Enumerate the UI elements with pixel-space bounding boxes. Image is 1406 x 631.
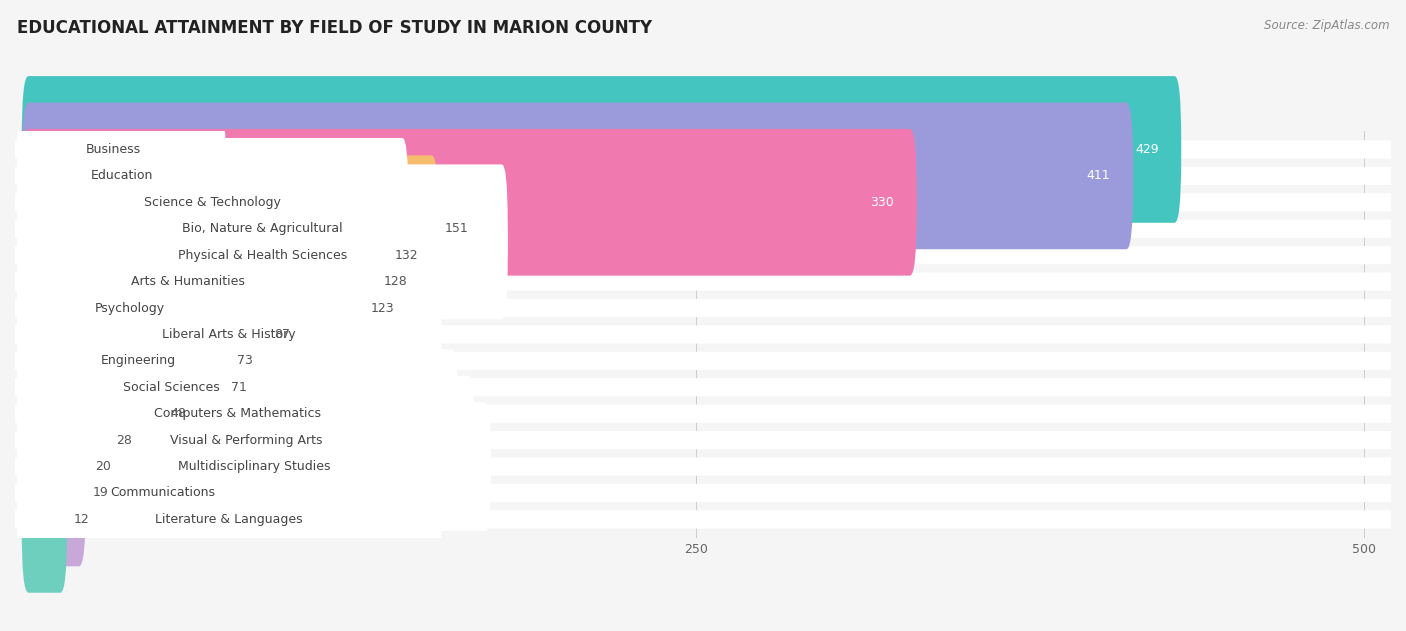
FancyBboxPatch shape bbox=[15, 167, 1391, 185]
FancyBboxPatch shape bbox=[21, 155, 439, 302]
FancyBboxPatch shape bbox=[21, 288, 231, 434]
Text: Visual & Performing Arts: Visual & Performing Arts bbox=[170, 433, 322, 447]
FancyBboxPatch shape bbox=[21, 261, 267, 408]
FancyBboxPatch shape bbox=[21, 129, 917, 276]
FancyBboxPatch shape bbox=[17, 85, 209, 214]
FancyBboxPatch shape bbox=[15, 404, 1391, 423]
FancyBboxPatch shape bbox=[21, 446, 67, 593]
FancyBboxPatch shape bbox=[17, 402, 491, 531]
FancyBboxPatch shape bbox=[17, 323, 325, 452]
FancyBboxPatch shape bbox=[21, 182, 388, 329]
FancyBboxPatch shape bbox=[15, 510, 1391, 529]
Text: Multidisciplinary Studies: Multidisciplinary Studies bbox=[179, 460, 330, 473]
Text: Communications: Communications bbox=[111, 487, 215, 500]
FancyBboxPatch shape bbox=[21, 314, 225, 461]
Text: Bio, Nature & Agricultural: Bio, Nature & Agricultural bbox=[183, 222, 343, 235]
Text: 87: 87 bbox=[274, 328, 290, 341]
Text: Arts & Humanities: Arts & Humanities bbox=[131, 275, 245, 288]
FancyBboxPatch shape bbox=[15, 378, 1391, 396]
FancyBboxPatch shape bbox=[21, 340, 163, 487]
Text: 128: 128 bbox=[384, 275, 408, 288]
Text: Liberal Arts & History: Liberal Arts & History bbox=[163, 328, 297, 341]
FancyBboxPatch shape bbox=[17, 350, 458, 478]
FancyBboxPatch shape bbox=[17, 428, 309, 557]
FancyBboxPatch shape bbox=[21, 208, 377, 355]
FancyBboxPatch shape bbox=[17, 112, 226, 240]
Text: 28: 28 bbox=[117, 433, 132, 447]
Text: 12: 12 bbox=[73, 513, 90, 526]
FancyBboxPatch shape bbox=[15, 193, 1391, 211]
Text: Psychology: Psychology bbox=[94, 302, 165, 314]
FancyBboxPatch shape bbox=[15, 484, 1391, 502]
FancyBboxPatch shape bbox=[15, 457, 1391, 476]
Text: EDUCATIONAL ATTAINMENT BY FIELD OF STUDY IN MARION COUNTY: EDUCATIONAL ATTAINMENT BY FIELD OF STUDY… bbox=[17, 19, 652, 37]
Text: 429: 429 bbox=[1135, 143, 1159, 156]
Text: 132: 132 bbox=[395, 249, 418, 262]
Text: Education: Education bbox=[90, 169, 153, 182]
FancyBboxPatch shape bbox=[15, 140, 1391, 158]
Text: Source: ZipAtlas.com: Source: ZipAtlas.com bbox=[1264, 19, 1389, 32]
FancyBboxPatch shape bbox=[21, 76, 1181, 223]
Text: 20: 20 bbox=[96, 460, 111, 473]
FancyBboxPatch shape bbox=[17, 217, 359, 346]
FancyBboxPatch shape bbox=[17, 191, 508, 319]
Text: 73: 73 bbox=[236, 355, 253, 367]
FancyBboxPatch shape bbox=[17, 270, 441, 399]
Text: Literature & Languages: Literature & Languages bbox=[156, 513, 304, 526]
FancyBboxPatch shape bbox=[21, 367, 110, 514]
Text: Social Sciences: Social Sciences bbox=[122, 380, 219, 394]
FancyBboxPatch shape bbox=[17, 455, 441, 584]
FancyBboxPatch shape bbox=[21, 235, 364, 381]
Text: 48: 48 bbox=[170, 407, 186, 420]
FancyBboxPatch shape bbox=[15, 273, 1391, 291]
FancyBboxPatch shape bbox=[15, 351, 1391, 370]
Text: Science & Technology: Science & Technology bbox=[145, 196, 281, 209]
FancyBboxPatch shape bbox=[15, 246, 1391, 264]
Text: 330: 330 bbox=[870, 196, 894, 209]
FancyBboxPatch shape bbox=[15, 299, 1391, 317]
FancyBboxPatch shape bbox=[15, 326, 1391, 343]
FancyBboxPatch shape bbox=[17, 165, 508, 293]
FancyBboxPatch shape bbox=[21, 103, 1133, 249]
FancyBboxPatch shape bbox=[15, 220, 1391, 238]
Text: Computers & Mathematics: Computers & Mathematics bbox=[155, 407, 321, 420]
FancyBboxPatch shape bbox=[15, 431, 1391, 449]
FancyBboxPatch shape bbox=[17, 297, 259, 425]
Text: 19: 19 bbox=[93, 487, 108, 500]
Text: Business: Business bbox=[86, 143, 141, 156]
FancyBboxPatch shape bbox=[17, 376, 475, 504]
Text: 123: 123 bbox=[370, 302, 394, 314]
FancyBboxPatch shape bbox=[17, 244, 243, 372]
FancyBboxPatch shape bbox=[21, 393, 89, 540]
Text: Physical & Health Sciences: Physical & Health Sciences bbox=[177, 249, 347, 262]
Text: 411: 411 bbox=[1087, 169, 1111, 182]
Text: 151: 151 bbox=[446, 222, 470, 235]
FancyBboxPatch shape bbox=[17, 138, 408, 267]
Text: Engineering: Engineering bbox=[101, 355, 176, 367]
Text: 71: 71 bbox=[232, 380, 247, 394]
FancyBboxPatch shape bbox=[21, 420, 86, 566]
